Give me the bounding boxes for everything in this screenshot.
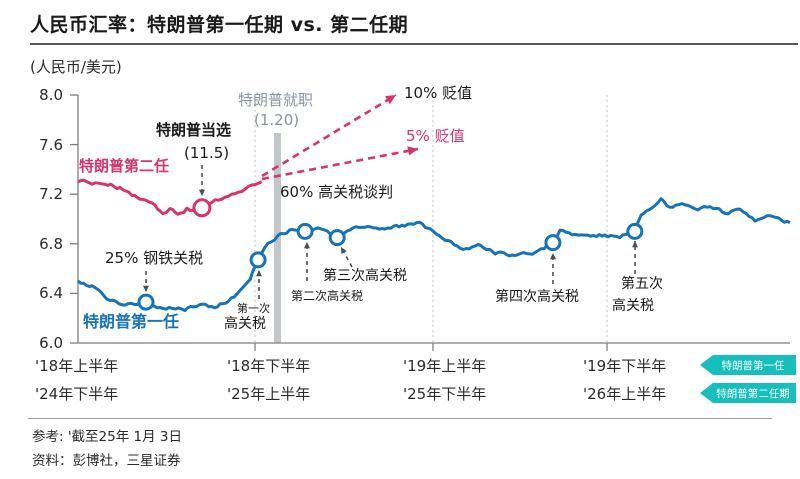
arrowhead [385, 95, 396, 105]
footer-reference: 参考: '截至25年 1月 3日 [32, 429, 182, 445]
chart-annotation: 第二次高关税 [291, 289, 364, 303]
chart-annotation: (1.20) [254, 111, 300, 129]
chart-annotation: 特朗普第一任 [83, 312, 180, 331]
first-term-line [77, 197, 791, 313]
x-label-second-term: '25年上半年 [227, 385, 311, 403]
y-tick-label: 6.0 [39, 334, 63, 352]
y-tick-label: 6.4 [39, 284, 63, 303]
depreciation-projection-line [261, 93, 397, 178]
chart-annotation: 60% 高关税谈判 [280, 183, 394, 201]
arrowhead [304, 242, 310, 249]
chart-annotation: 特朗普当选 [156, 121, 232, 139]
x-label-second-term: '26年上半年 [583, 385, 667, 403]
legend-tag-first-term: 特朗普第一任 [700, 355, 796, 375]
chart-annotation: 高关税 [612, 298, 654, 314]
x-label-first-term: '18年上半年 [35, 357, 119, 375]
y-tick-label: 8.0 [39, 86, 63, 104]
legend-tag-first-term-label: 特朗普第一任 [721, 359, 785, 372]
arrowhead [407, 146, 418, 156]
legend-tag-second-term: 特朗普第二任期 [700, 383, 796, 403]
title-divider [30, 43, 798, 45]
chart-annotation: 10% 贬值 [404, 84, 473, 102]
x-label-second-term: '24年下半年 [35, 385, 119, 403]
y-tick-label: 7.2 [39, 185, 63, 204]
chart-annotation: 特朗普就职 [238, 91, 314, 109]
arrowhead [199, 189, 205, 196]
x-label-first-term: '19年上半年 [403, 357, 487, 375]
event-marker-circle: 第四次高关税 [544, 234, 562, 252]
chart-annotation: 第三次高关税 [323, 268, 407, 284]
y-tick-label: 7.6 [39, 135, 63, 154]
second-term-line [77, 178, 263, 216]
footer-source: 资料：彭博社，三星证券 [32, 453, 181, 469]
page-title: 人民币汇率：特朗普第一任期 vs. 第二任期 [30, 14, 409, 36]
chart-annotation: 25% 钢铁关税 [105, 249, 204, 267]
legend-tag-second-term-label: 特朗普第二任期 [716, 387, 790, 400]
chart-annotation: 5% 贬值 [406, 127, 465, 145]
chart-annotation: 高关税 [224, 316, 266, 332]
arrowhead [550, 253, 556, 260]
arrowhead [341, 247, 347, 254]
footer-divider [28, 418, 772, 419]
y-tick-label: 6.8 [39, 234, 63, 253]
chart-annotation: 第四次高关税 [495, 289, 579, 305]
event-marker-circle: 第三次高关税 [328, 229, 346, 247]
depreciation-projection-line [261, 147, 419, 181]
event-marker-circle: 第二次高关税 [296, 222, 314, 240]
x-label-first-term: '19年下半年 [583, 357, 667, 375]
plot-area: 25% 钢铁关税第一次高关税第二次高关税第三次高关税第四次高关税第五次高关税特朗… [70, 93, 791, 351]
chart-annotation: 第一次 [237, 302, 270, 315]
event-marker-circle: 特朗普当选 (11.5) [192, 198, 212, 218]
x-label-second-term: '25年下半年 [403, 385, 487, 403]
arrowhead [256, 270, 262, 277]
arrowhead [632, 241, 638, 248]
x-label-first-term: '18年下半年 [227, 357, 311, 375]
chart-annotation: 第五次 [621, 276, 663, 292]
y-axis-unit-label: (人民币/美元) [30, 58, 122, 76]
event-marker-circle: 25% 钢铁关税 [137, 293, 155, 311]
arrowhead [143, 285, 149, 292]
chart-annotation: 特朗普第二任 [79, 157, 170, 175]
chart-annotation: (11.5) [184, 144, 230, 162]
